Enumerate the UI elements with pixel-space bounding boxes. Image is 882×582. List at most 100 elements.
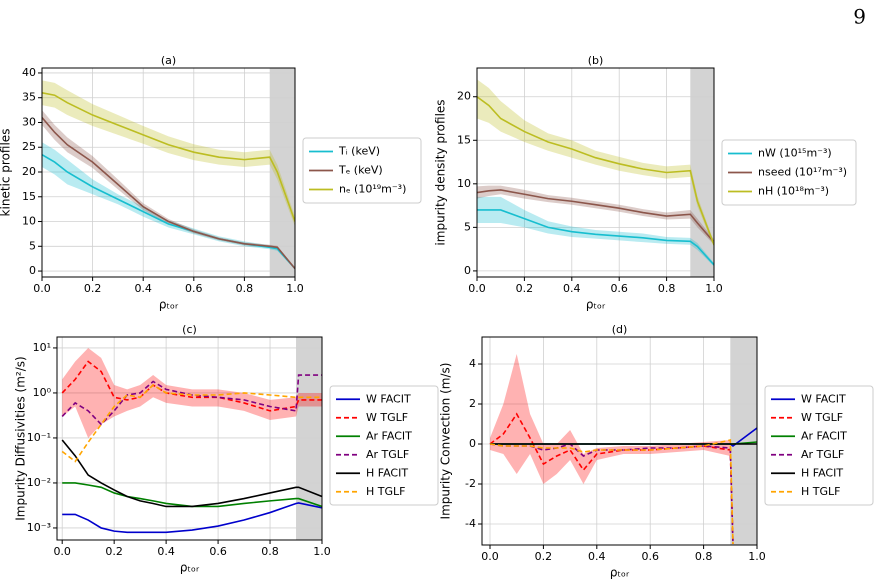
series-line: [477, 189, 714, 243]
series-line: [489, 443, 734, 545]
y-tick-label: -4: [465, 517, 476, 530]
y-axis-label: impurity density profiles: [434, 99, 448, 245]
plot-area: [482, 337, 757, 545]
x-tick-label: 0.8: [658, 282, 676, 295]
legend: W FACIT W TGLF Ar FACIT Ar TGLF H FACIT H TGL…: [764, 385, 874, 506]
x-tick-label: 0.6: [610, 282, 628, 295]
shaded-region: [296, 337, 322, 540]
y-tick-label: -2: [465, 477, 476, 490]
x-tick-label: 0.2: [535, 550, 553, 563]
legend-label: nH (10¹⁸m⁻³): [758, 185, 829, 198]
legend: Tᵢ (keV) Tₑ (keV) nₑ (10¹⁹m⁻³): [302, 137, 422, 204]
x-tick-label: 0.2: [84, 282, 102, 295]
x-axis-label: ρₜₒᵣ: [586, 298, 606, 312]
series-line: [61, 439, 322, 508]
series-line: [62, 502, 322, 534]
legend: nW (10¹⁵m⁻³) nseed (10¹⁷m⁻³) nH (10¹⁸m⁻³): [721, 139, 857, 206]
legend-label: Ar FACIT: [801, 429, 847, 442]
legend-label: Tₑ (keV): [338, 164, 383, 177]
y-axis-label: kinetic profiles: [0, 129, 13, 217]
uncertainty-band: [490, 354, 733, 544]
uncertainty-band: [42, 80, 295, 227]
y-tick-label: 10⁻²: [27, 476, 51, 489]
y-tick-label: 10¹: [33, 341, 51, 354]
series-line: [61, 384, 322, 463]
shaded-region: [269, 68, 295, 277]
y-tick-label: 0: [469, 437, 476, 450]
series-line: [477, 96, 714, 246]
x-tick-label: 1.0: [313, 545, 331, 558]
legend-label: nₑ (10¹⁹m⁻³): [339, 183, 406, 196]
series-line: [477, 209, 714, 266]
chart-title: (c): [182, 323, 197, 336]
legend-label: Ar FACIT: [366, 429, 412, 442]
series-line: [61, 374, 322, 426]
y-tick-label: 5: [464, 220, 471, 233]
series-line: [42, 117, 295, 270]
legend-box: [721, 139, 857, 206]
y-tick-label: 25: [22, 140, 36, 153]
chart-title: (a): [161, 54, 176, 67]
plot-area: [42, 68, 295, 277]
legend-label: W TGLF: [801, 411, 843, 424]
x-tick-label: 0.0: [468, 282, 486, 295]
y-tick-label: 40: [22, 66, 36, 79]
y-axis-label: Impurity Convection (m/s): [439, 363, 453, 520]
uncertainty-band: [477, 185, 714, 245]
y-axis-label: Impurity Diffusivities (m²/s): [14, 356, 28, 520]
x-tick-label: 0.8: [236, 282, 254, 295]
x-tick-label: 0.0: [53, 545, 71, 558]
plot-area: [57, 337, 322, 540]
legend: W FACIT W TGLF Ar FACIT Ar TGLF H FACIT H TGL…: [329, 385, 439, 506]
y-tick-label: 10⁻³: [27, 521, 51, 534]
legend-box: [302, 137, 422, 204]
plot-frame: [41, 67, 296, 278]
x-tick-label: 0.4: [134, 282, 152, 295]
legend-label: W FACIT: [366, 392, 411, 405]
y-tick-label: 0: [29, 264, 36, 277]
legend-label: nseed (10¹⁷m⁻³): [758, 166, 847, 179]
page-number: 9: [853, 5, 866, 29]
x-tick-label: 1.0: [286, 282, 304, 295]
legend-label: W TGLF: [366, 411, 408, 424]
series-line: [62, 482, 322, 508]
legend-label: W FACIT: [801, 392, 846, 405]
y-tick-label: 10: [22, 215, 36, 228]
y-tick-label: 30: [22, 115, 36, 128]
y-tick-label: 10: [457, 177, 471, 190]
x-axis-label: ρₜₒᵣ: [610, 566, 630, 580]
x-tick-label: 0.2: [105, 545, 123, 558]
x-tick-label: 0.4: [157, 545, 175, 558]
y-tick-label: 5: [29, 239, 36, 252]
uncertainty-band: [477, 79, 714, 248]
y-tick-label: 15: [457, 133, 471, 146]
uncertainty-band: [477, 196, 714, 267]
x-tick-label: 1.0: [748, 550, 766, 563]
uncertainty-band: [62, 347, 322, 438]
shaded-region: [730, 337, 757, 545]
plot-area: [477, 68, 714, 277]
x-tick-label: 0.8: [261, 545, 279, 558]
legend-label: H TGLF: [366, 485, 405, 498]
x-tick-label: 0.6: [641, 550, 659, 563]
chart-title: (d): [612, 323, 628, 336]
legend-label: Ar TGLF: [366, 448, 409, 461]
y-tick-label: 10⁰: [33, 386, 52, 399]
y-tick-label: 15: [22, 190, 36, 203]
chart-title: (b): [588, 54, 604, 67]
x-tick-label: 1.0: [705, 282, 723, 295]
x-axis-label: ρₜₒᵣ: [159, 298, 179, 312]
y-tick-label: 35: [22, 91, 36, 104]
legend-label: nW (10¹⁵m⁻³): [758, 147, 832, 160]
x-tick-label: 0.8: [695, 550, 713, 563]
legend-label: Tᵢ (keV): [338, 145, 380, 158]
x-tick-label: 0.6: [185, 282, 203, 295]
x-tick-label: 0.4: [588, 550, 606, 563]
y-tick-label: 20: [457, 90, 471, 103]
series-line: [489, 412, 734, 545]
legend-box: [764, 385, 874, 506]
shaded-region: [690, 68, 714, 277]
legend-label: Ar TGLF: [801, 448, 844, 461]
y-tick-label: 10⁻¹: [27, 431, 51, 444]
